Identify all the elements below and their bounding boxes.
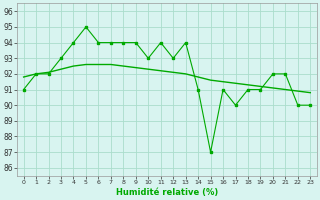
X-axis label: Humidité relative (%): Humidité relative (%) bbox=[116, 188, 218, 197]
